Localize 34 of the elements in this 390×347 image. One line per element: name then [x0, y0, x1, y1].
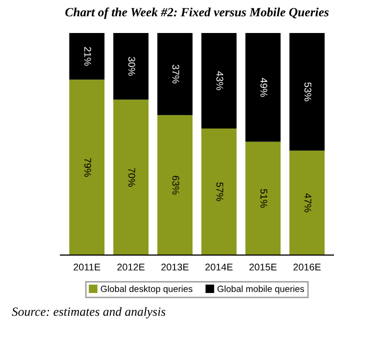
legend-label: Global mobile queries	[218, 285, 304, 294]
data-label: 30%	[128, 56, 136, 76]
x-tick-label: 2016E	[293, 264, 321, 271]
bar	[157, 115, 193, 256]
data-label: 63%	[172, 176, 180, 194]
x-tick-label: 2012E	[117, 264, 145, 271]
data-label: 47%	[304, 193, 312, 212]
data-label: 21%	[84, 47, 92, 66]
data-label: 43%	[216, 71, 224, 90]
source-note: Source: estimates and analysis	[12, 307, 166, 318]
data-label: 37%	[172, 64, 180, 84]
legend-label: Global desktop queries	[100, 285, 192, 294]
bar	[113, 32, 149, 100]
bar	[201, 32, 237, 128]
bar	[289, 32, 325, 151]
bar	[69, 80, 104, 256]
bar	[157, 32, 193, 116]
bar	[113, 100, 149, 256]
bar	[245, 142, 281, 256]
x-tick-label: 2013E	[161, 264, 189, 271]
data-label: 53%	[304, 82, 312, 102]
bar	[245, 32, 281, 142]
bar	[69, 32, 104, 80]
x-tick-label: 2015E	[249, 264, 277, 271]
x-tick-label: 2014E	[205, 264, 233, 271]
data-label: 51%	[260, 189, 268, 208]
x-tick-label: 2011E	[74, 264, 100, 271]
bar	[201, 128, 237, 256]
bar	[289, 150, 325, 256]
data-label: 79%	[84, 158, 92, 177]
data-label: 70%	[128, 168, 136, 187]
data-label: 57%	[216, 182, 224, 202]
data-label: 49%	[260, 78, 268, 97]
chart-title: Chart of the Week #2: Fixed versus Mobile Queries	[65, 8, 329, 19]
